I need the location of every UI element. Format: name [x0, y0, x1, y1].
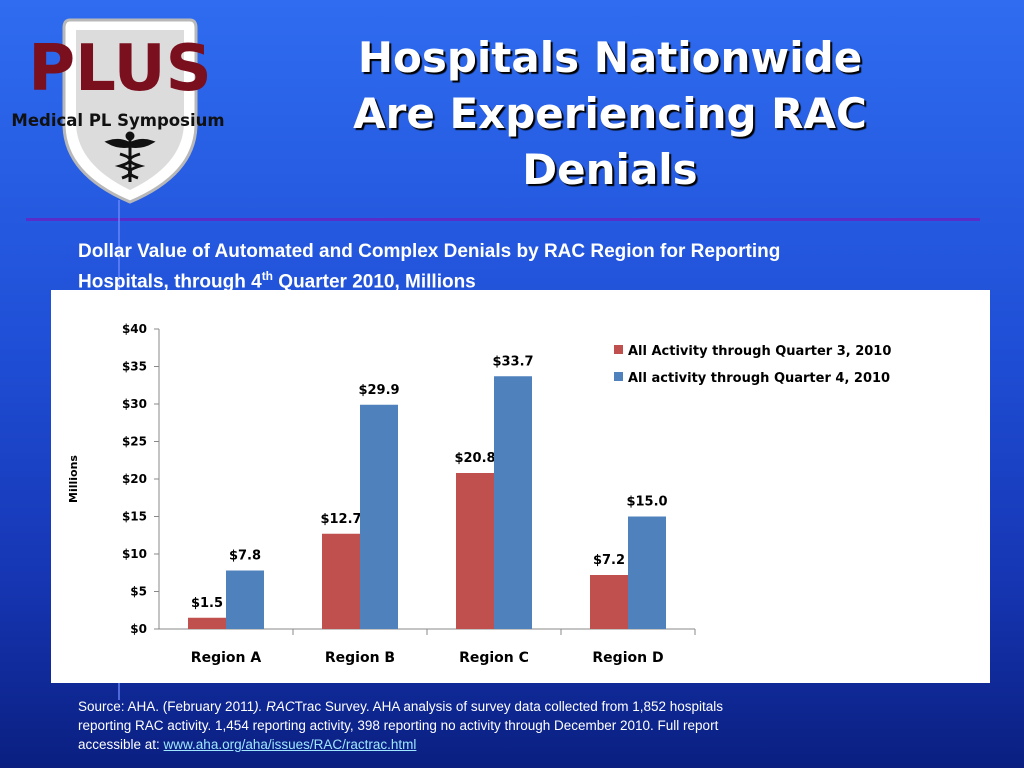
y-tick-label: $5	[130, 585, 147, 599]
bar-q3-3	[456, 473, 494, 629]
bar-q4-2	[360, 404, 398, 629]
source-line-1: Source: AHA. (February 2011). RACTrac Su…	[78, 697, 878, 716]
y-tick-label: $30	[122, 397, 147, 411]
title-line-3: Denials	[522, 145, 698, 194]
bar-q4-4	[628, 516, 666, 629]
source-line-2: reporting RAC activity. 1,454 reporting …	[78, 718, 719, 733]
x-tick-label: Region C	[459, 650, 529, 666]
bar-q3-4	[590, 575, 628, 629]
logo-main-text: PLUS	[28, 32, 211, 106]
y-tick-label: $35	[122, 360, 147, 374]
chart-area: $0 $5 $10 $15 $20 $25 $30 $35 $40 Millions $1.5 $7.…	[51, 290, 990, 683]
y-tick-label: $10	[122, 547, 147, 561]
y-tick-label: $40	[122, 322, 147, 336]
data-label: $1.5	[191, 596, 223, 611]
y-axis-label: Millions	[67, 455, 80, 503]
legend-swatch	[614, 345, 623, 354]
bar-chart: $0 $5 $10 $15 $20 $25 $30 $35 $40 Millions $1.5 $7.…	[67, 322, 891, 666]
x-tick-label: Region B	[325, 650, 395, 666]
subtitle-text-b: Quarter 2010, Millions	[273, 271, 476, 293]
subtitle-text-a: Hospitals, through 4	[78, 271, 262, 293]
y-tick-label: $15	[122, 510, 147, 524]
legend-entry: All Activity through Quarter 3, 2010	[628, 344, 891, 359]
title-divider	[26, 218, 980, 221]
caduceus-icon	[104, 131, 156, 182]
data-label: $20.8	[454, 451, 495, 466]
subtitle-superscript: th	[261, 269, 274, 283]
subtitle-line-1: Dollar Value of Automated and Complex De…	[78, 241, 781, 262]
bar-q3-1	[188, 617, 226, 629]
x-tick-label: Region D	[592, 650, 663, 666]
legend-swatch	[614, 372, 623, 381]
x-tick-label: Region A	[191, 650, 262, 666]
source-note: Source: AHA. (February 2011). RACTrac Su…	[78, 697, 878, 754]
chart-subtitle: Dollar Value of Automated and Complex De…	[78, 240, 958, 294]
bar-q4-3	[494, 376, 532, 629]
title-line-2: Are Experiencing RAC	[353, 89, 867, 138]
bar-q4-1	[226, 570, 264, 629]
y-tick-label: $25	[122, 435, 147, 449]
data-label: $33.7	[492, 354, 533, 369]
source-text-a: Source: AHA. (February 2011	[78, 699, 255, 714]
data-label: $7.2	[593, 553, 625, 568]
source-line-3: accessible at: www.aha.org/aha/issues/RA…	[78, 735, 878, 754]
bar-q3-2	[322, 533, 360, 629]
logo-sub-text: Medical PL Symposium	[11, 111, 224, 130]
source-text-b: ). RAC	[254, 699, 295, 714]
y-tick-label: $0	[130, 622, 147, 636]
source-link[interactable]: www.aha.org/aha/issues/RAC/ractrac.html	[163, 737, 417, 752]
title-line-1: Hospitals Nationwide	[357, 33, 863, 82]
data-label: $7.8	[229, 549, 261, 564]
logo: PLUS Medical PL Symposium	[10, 14, 230, 204]
source-text-c: Trac Survey. AHA analysis of survey data…	[294, 699, 724, 714]
data-label: $29.9	[358, 383, 399, 398]
source-text-d: accessible at:	[78, 737, 164, 752]
subtitle-line-2: Hospitals, through 4th Quarter 2010, Mil…	[78, 264, 958, 294]
data-label: $15.0	[626, 495, 667, 510]
slide-title: Hospitals Nationwide Are Experiencing RA…	[250, 30, 970, 198]
legend-entry: All activity through Quarter 4, 2010	[628, 371, 890, 386]
data-label: $12.7	[320, 512, 361, 527]
y-tick-label: $20	[122, 472, 147, 486]
